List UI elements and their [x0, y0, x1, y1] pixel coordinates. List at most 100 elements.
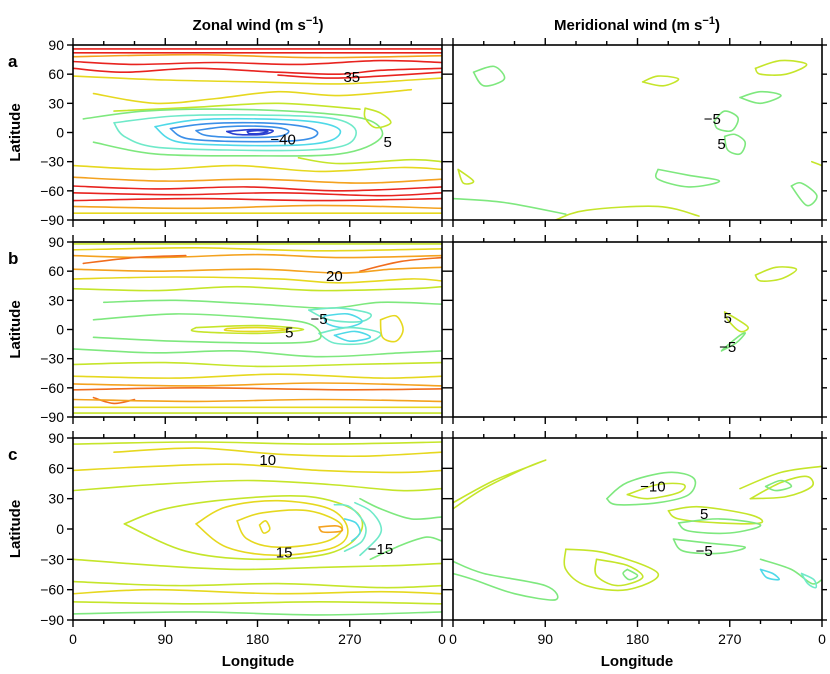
contour-label: −10 — [640, 479, 665, 496]
contour-line — [113, 114, 357, 152]
contour-label: 5 — [285, 324, 293, 341]
contour-line — [594, 558, 644, 587]
contour-line — [73, 204, 442, 210]
contour-line — [73, 387, 442, 391]
contour-line — [223, 326, 290, 333]
contour-line — [720, 332, 747, 352]
x-tick-label: 0 — [449, 631, 457, 647]
contour-group: 10 15 −15 — [73, 441, 442, 616]
contour-line — [73, 398, 442, 403]
contour-group: −55 — [453, 59, 822, 220]
contour-line — [73, 479, 442, 492]
contour-line — [73, 348, 442, 358]
y-tick-label: 30 — [48, 292, 64, 308]
panel-frame — [72, 241, 443, 418]
y-axis-label: Latitude — [7, 500, 24, 558]
contour-line — [73, 463, 442, 474]
contour-line — [246, 129, 269, 135]
contour-line — [258, 520, 271, 534]
contour-group: 35 −40 5 — [73, 48, 442, 215]
contour-line — [73, 441, 442, 445]
y-tick-label: −90 — [40, 612, 64, 628]
contour-label: 5 — [724, 310, 732, 327]
contour-line — [73, 67, 442, 76]
contour-label: 5 — [700, 506, 708, 523]
contour-line — [811, 160, 822, 167]
y-tick-label: −90 — [40, 409, 64, 425]
panel-letter-b: b — [8, 249, 18, 268]
contour-line — [236, 509, 344, 549]
contour-line — [790, 181, 818, 207]
contour-line — [323, 312, 363, 329]
contour-line — [641, 75, 680, 87]
y-tick-label: −90 — [40, 212, 64, 228]
contour-line — [723, 311, 749, 333]
contour-line — [453, 197, 567, 215]
contour-line — [333, 330, 372, 343]
contour-line — [73, 197, 442, 202]
contour-line — [626, 482, 686, 500]
contour-line — [73, 164, 442, 173]
panel-letter-a: a — [8, 52, 18, 71]
x-tick-label: 0 — [69, 631, 77, 647]
y-tick-label: −60 — [40, 380, 64, 396]
contour-line — [73, 276, 442, 284]
contour-line — [73, 382, 442, 387]
contour-line — [754, 266, 798, 282]
y-tick-label: 0 — [56, 125, 64, 141]
x-tick-label: 0 — [818, 631, 826, 647]
panel-letter-c: c — [8, 445, 17, 464]
contour-line — [73, 588, 442, 595]
contour-line — [333, 503, 367, 552]
y-axis-label: Latitude — [7, 103, 24, 161]
contour-line — [169, 121, 319, 143]
contour-line — [754, 59, 808, 76]
contour-line — [73, 59, 442, 66]
contour-line — [308, 307, 372, 323]
contour-line — [554, 205, 700, 220]
contour-line — [73, 191, 442, 197]
contour-label: −5 — [310, 311, 327, 328]
contour-line — [73, 266, 442, 274]
contour-line — [723, 133, 747, 156]
contour-line — [713, 110, 739, 133]
x-tick-label: 180 — [626, 631, 650, 647]
contour-line — [113, 447, 442, 458]
contour-line — [359, 497, 442, 520]
contour-line — [363, 107, 392, 129]
y-tick-label: 0 — [56, 521, 64, 537]
x-tick-label: 270 — [718, 631, 742, 647]
contour-line — [73, 373, 442, 379]
x-tick-label: 270 — [338, 631, 362, 647]
contour-line — [103, 299, 442, 309]
contour-line — [318, 525, 344, 534]
contour-line — [739, 90, 782, 105]
y-axis-label: Latitude — [7, 300, 24, 358]
contour-line — [73, 253, 442, 259]
y-tick-label: 60 — [48, 66, 64, 82]
contour-label: −15 — [368, 541, 393, 558]
y-tick-label: 90 — [48, 234, 64, 250]
contour-line — [606, 471, 697, 506]
contour-line — [457, 168, 475, 185]
x-axis-label-right: Longitude — [601, 653, 673, 670]
y-tick-label: −30 — [40, 551, 64, 567]
contour-line — [82, 254, 187, 265]
contour-line — [154, 117, 342, 147]
contour-line — [379, 314, 404, 343]
contour-line — [739, 465, 822, 490]
y-tick-label: 0 — [56, 322, 64, 338]
panel-a-zonal: 35 −40 5 90 60 30 0 −30 −60 −90 — [40, 37, 447, 228]
contour-line — [343, 518, 361, 542]
contour-label: 5 — [384, 134, 392, 151]
contour-line — [92, 88, 413, 105]
contour-line — [73, 558, 442, 571]
panel-b-zonal: 20 −5 5 90 60 30 0 −30 −60 −90 — [40, 234, 447, 425]
contour-line — [195, 499, 349, 557]
contour-line — [800, 572, 818, 589]
contour-line — [654, 168, 721, 188]
column-title-zonal: Zonal wind (m s−1) — [193, 15, 324, 34]
contour-group: 5 −5 — [719, 266, 798, 356]
